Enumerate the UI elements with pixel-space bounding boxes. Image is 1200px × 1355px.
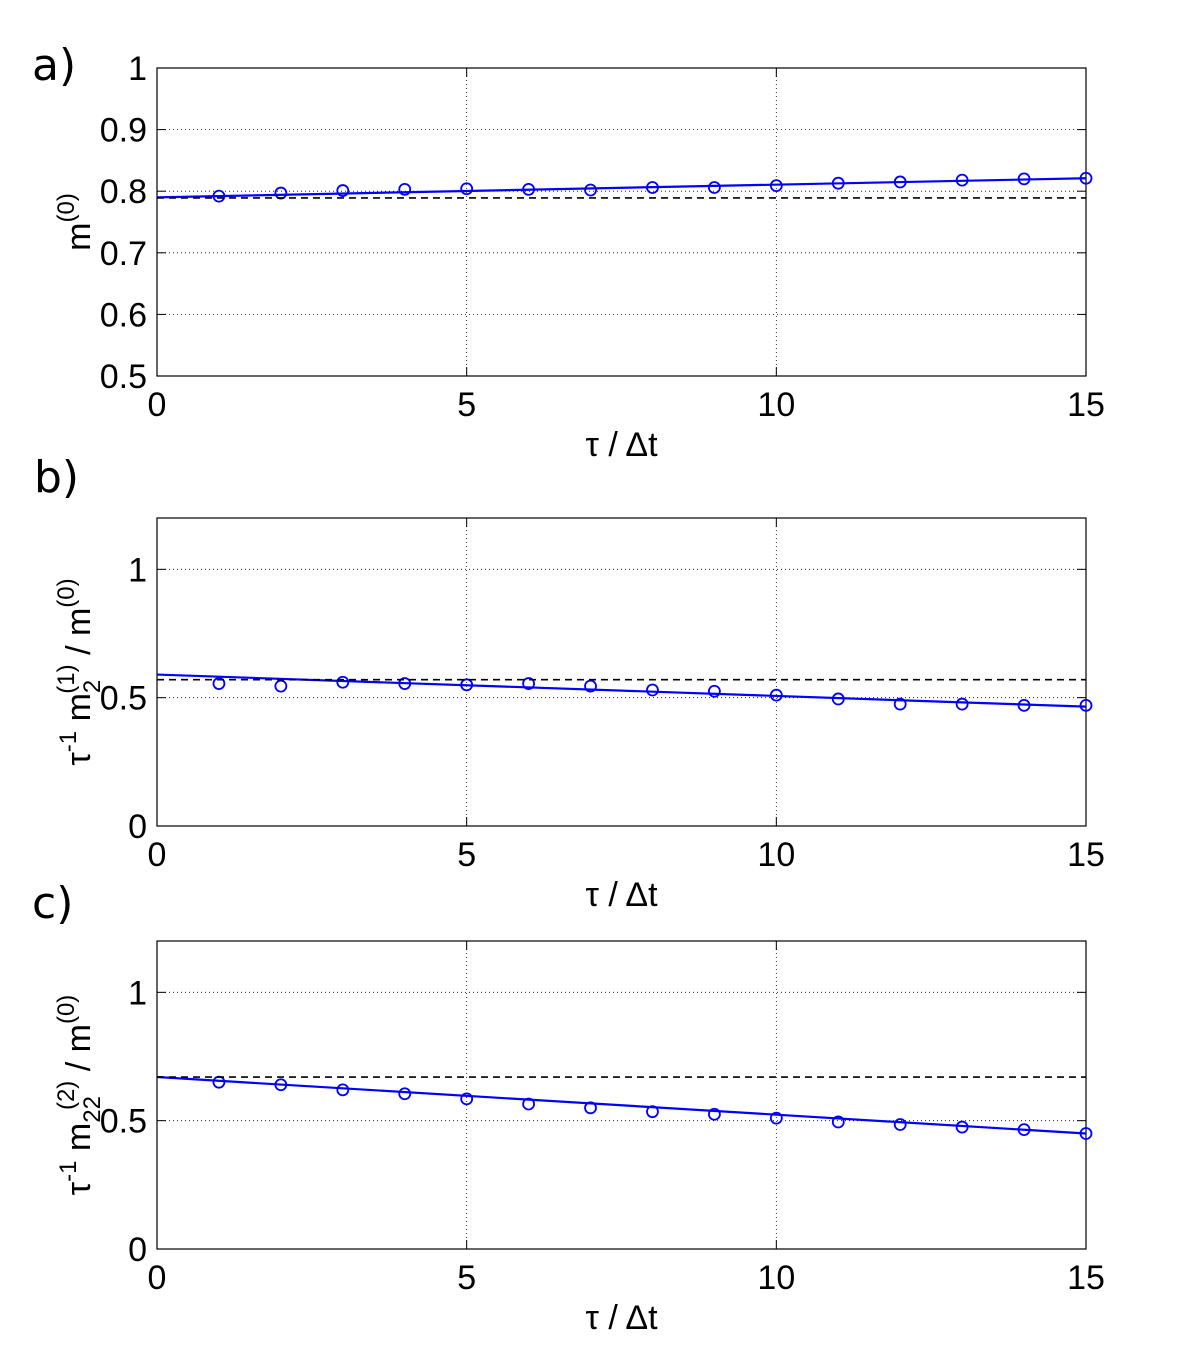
data-point-a — [398, 182, 412, 196]
x-tick-label-b: 15 — [1067, 836, 1105, 874]
panel-label-a: a) — [32, 40, 77, 91]
data-point-b — [522, 677, 535, 690]
plot-area-b — [156, 517, 1087, 827]
data-point-b — [274, 679, 288, 693]
panel-label-b: b) — [34, 452, 80, 503]
y-tick-label-a: 0.9 — [100, 112, 147, 150]
x-axis-label-a: τ / Δt — [585, 426, 658, 464]
data-point-c — [769, 1111, 783, 1125]
x-tick-label-b: 10 — [757, 836, 795, 874]
data-point-b — [212, 677, 226, 690]
y-axis-label-c: τ-1 m22(2) / m(0) — [53, 995, 106, 1196]
data-point-b — [955, 697, 969, 711]
x-axis-label-c: τ / Δt — [585, 1299, 658, 1337]
y-tick-label-a: 0.7 — [100, 235, 147, 273]
data-point-b — [708, 684, 721, 698]
data-point-a — [336, 184, 350, 197]
x-tick-label-c: 5 — [457, 1259, 476, 1297]
data-point-a — [584, 183, 597, 197]
y-tick-label-c: 0 — [128, 1231, 147, 1269]
fit-line-a — [156, 177, 1087, 199]
y-tick-label-b: 0.5 — [100, 680, 147, 718]
y-tick-label-a: 0.5 — [100, 358, 147, 396]
data-point-c — [708, 1107, 721, 1121]
y-tick-label-a: 0.6 — [100, 296, 147, 334]
data-point-b — [584, 679, 597, 693]
panel-label-c: c) — [32, 878, 74, 929]
x-axis-label-b: τ / Δt — [585, 876, 658, 914]
fit-line-c — [156, 1075, 1087, 1135]
data-point-c — [398, 1087, 412, 1101]
x-tick-label-c: 10 — [757, 1259, 795, 1297]
y-tick-label-a: 0.8 — [100, 173, 147, 211]
x-tick-label-c: 15 — [1067, 1259, 1105, 1297]
data-point-c — [336, 1083, 350, 1097]
x-tick-label-b: 0 — [148, 836, 167, 874]
data-point-c — [831, 1115, 845, 1129]
y-axis-label-a: m(0) — [53, 193, 98, 251]
x-tick-label-c: 0 — [148, 1259, 167, 1297]
y-axis-label-b: τ-1 m2(1) / m(0) — [53, 578, 106, 765]
x-tick-label-a: 0 — [148, 386, 167, 424]
plot-area-a — [156, 67, 1087, 377]
data-point-c — [460, 1092, 474, 1106]
y-tick-label-b: 1 — [128, 551, 147, 589]
y-tick-label-a: 1 — [128, 50, 147, 88]
y-tick-label-c: 0.5 — [100, 1103, 147, 1141]
data-point-b — [646, 683, 659, 697]
x-tick-label-a: 5 — [457, 386, 476, 424]
data-point-c — [522, 1097, 535, 1111]
x-tick-label-b: 5 — [457, 836, 476, 874]
y-tick-label-c: 1 — [128, 974, 147, 1012]
x-tick-label-a: 15 — [1067, 386, 1105, 424]
chart-c: 0 5 10 15 0 0.5 1 τ / Δt τ-1 m22(2) / m(0) — [53, 940, 1105, 1337]
x-tick-label-a: 10 — [757, 386, 795, 424]
chart-b: 0 5 10 15 0 0.5 1 τ / Δt τ-1 m2(1) / m(0) — [53, 517, 1105, 914]
data-point-a — [460, 182, 474, 196]
data-point-a — [708, 181, 721, 194]
data-point-b — [893, 697, 907, 711]
chart-a: 0 5 10 15 0.5 0.6 0.7 0.8 0.9 1 τ / Δt m(0) — [53, 50, 1105, 464]
y-tick-label-b: 0 — [128, 808, 147, 846]
fit-line-b — [156, 673, 1087, 708]
data-point-c — [893, 1118, 907, 1131]
plot-area-c — [156, 940, 1087, 1250]
